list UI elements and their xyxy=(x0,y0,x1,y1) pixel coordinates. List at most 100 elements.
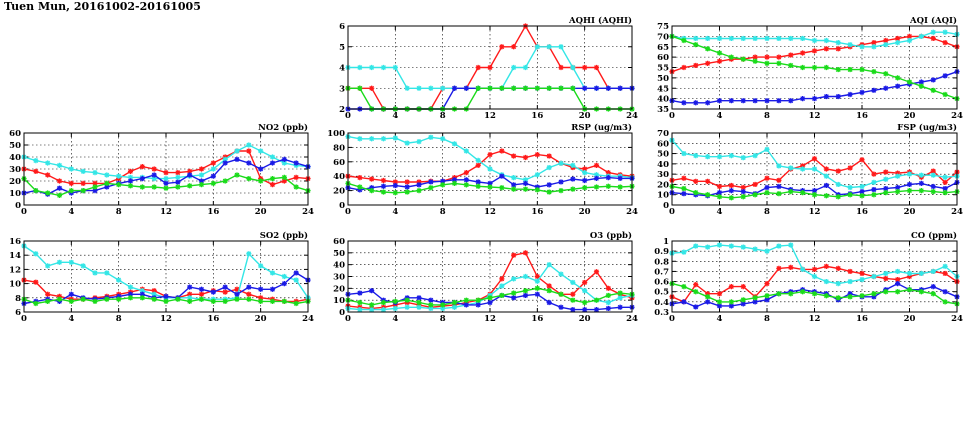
data-point xyxy=(906,270,913,277)
data-point xyxy=(546,153,552,159)
data-point xyxy=(871,294,877,300)
data-point xyxy=(847,268,853,275)
data-point xyxy=(222,298,228,304)
data-point xyxy=(788,165,794,171)
data-point xyxy=(68,180,74,186)
data-point xyxy=(716,303,723,309)
data-point xyxy=(942,263,948,269)
data-point xyxy=(681,100,687,106)
data-point xyxy=(163,170,169,176)
data-point xyxy=(570,291,576,297)
data-point xyxy=(522,177,529,183)
data-point xyxy=(369,64,375,71)
data-point xyxy=(617,175,623,181)
data-point xyxy=(752,153,758,159)
data-point xyxy=(728,299,734,305)
data-point xyxy=(440,182,446,188)
series-line-cyan xyxy=(671,139,958,189)
data-point xyxy=(593,172,600,178)
data-point xyxy=(246,142,252,148)
data-point xyxy=(404,184,410,190)
y-tick-label: 40 xyxy=(657,95,669,105)
data-point xyxy=(33,300,39,307)
data-point xyxy=(222,178,228,184)
data-point xyxy=(451,180,458,186)
data-point xyxy=(293,160,299,166)
data-point xyxy=(139,288,145,294)
data-point xyxy=(871,44,877,50)
y-tick-label: 0.3 xyxy=(654,308,669,318)
data-point xyxy=(740,35,746,42)
y-tick-label: 0.7 xyxy=(654,267,669,277)
data-point xyxy=(369,136,375,142)
x-tick-label: 24 xyxy=(951,111,963,121)
y-tick-label: 60 xyxy=(657,139,669,149)
data-point xyxy=(752,35,758,42)
chart-title: NO2 (ppb) xyxy=(258,122,308,133)
data-point xyxy=(859,157,865,163)
data-point xyxy=(752,58,758,64)
data-point xyxy=(234,291,240,297)
data-point xyxy=(705,60,711,66)
data-point xyxy=(593,269,600,275)
y-tick-label: 55 xyxy=(657,64,669,74)
data-point xyxy=(428,305,434,312)
data-point xyxy=(45,190,51,196)
y-tick-label: 10 xyxy=(333,296,345,306)
data-point xyxy=(487,152,493,158)
data-point xyxy=(198,286,205,292)
data-point xyxy=(835,93,841,100)
data-point xyxy=(906,33,913,39)
data-point xyxy=(693,100,699,106)
x-tick-label: 0 xyxy=(669,111,675,121)
data-point xyxy=(511,186,517,192)
plot-frame xyxy=(671,25,958,110)
data-point xyxy=(246,251,252,257)
data-point xyxy=(392,179,398,185)
data-point xyxy=(293,277,299,283)
data-point xyxy=(883,42,889,48)
x-tick-label: 4 xyxy=(392,314,398,324)
x-tick-label: 24 xyxy=(626,111,638,121)
data-point xyxy=(883,289,889,295)
data-point xyxy=(811,192,818,198)
data-point xyxy=(139,295,145,301)
data-point xyxy=(617,295,623,301)
data-point xyxy=(80,296,86,302)
data-point xyxy=(511,153,517,159)
data-point xyxy=(92,180,98,186)
y-tick-label: 60 xyxy=(333,237,345,247)
x-tick-label: 8 xyxy=(440,314,446,324)
data-point xyxy=(428,179,434,185)
data-point xyxy=(80,188,86,194)
data-point xyxy=(740,189,746,195)
data-point xyxy=(163,293,169,299)
plot-frame xyxy=(23,240,309,313)
x-tick-label: 4 xyxy=(717,207,723,217)
x-tick-label: 0 xyxy=(345,111,351,121)
data-point xyxy=(104,180,110,186)
data-point xyxy=(764,146,770,153)
data-point xyxy=(404,304,410,310)
data-point xyxy=(859,270,865,277)
x-tick-label: 24 xyxy=(951,207,963,217)
data-point xyxy=(369,288,375,294)
data-point xyxy=(269,298,276,304)
data-point xyxy=(116,277,122,283)
x-tick-label: 20 xyxy=(579,111,591,121)
y-tick-label: 6 xyxy=(339,22,345,32)
data-point xyxy=(570,162,576,168)
data-point xyxy=(522,85,529,91)
x-tick-label: 0 xyxy=(345,314,351,324)
data-point xyxy=(463,148,469,154)
data-point xyxy=(522,180,529,186)
data-point xyxy=(716,242,723,248)
data-point xyxy=(499,185,505,191)
data-point xyxy=(895,268,901,275)
data-point xyxy=(511,252,517,258)
data-point xyxy=(92,188,98,194)
data-point xyxy=(582,170,588,176)
data-point xyxy=(357,307,363,313)
data-point xyxy=(859,189,865,195)
y-tick-label: 0 xyxy=(339,201,345,211)
